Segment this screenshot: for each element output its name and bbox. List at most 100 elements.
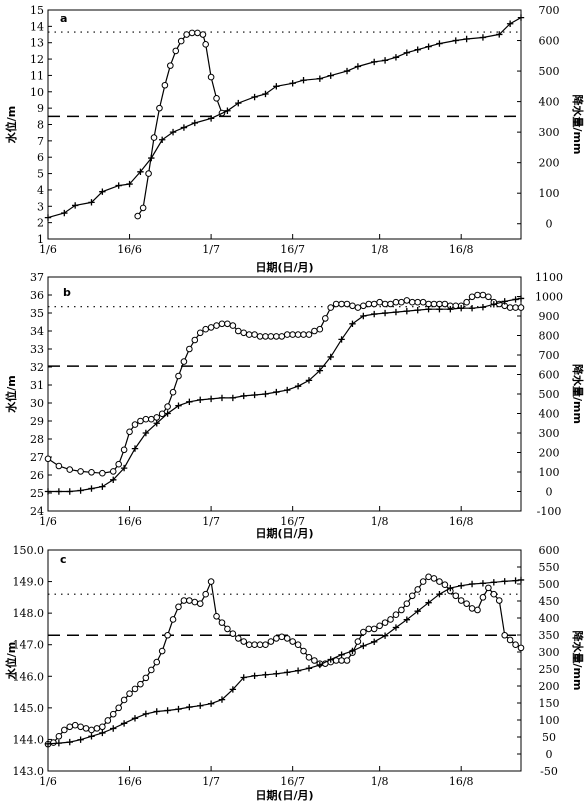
x-tick-label: 1/7: [202, 243, 220, 256]
y-right-tick-label: 500: [539, 578, 560, 591]
y-left-tick-label: 14: [30, 20, 44, 33]
water-level-point: [425, 573, 432, 581]
x-axis-label: 日期(日/月): [255, 788, 313, 802]
water-level-point: [55, 462, 63, 470]
precipitation-point: [305, 665, 313, 672]
precipitation-point: [436, 305, 443, 313]
precipitation-point: [425, 599, 432, 606]
water-level-point: [104, 717, 112, 724]
precipitation-point: [137, 168, 144, 176]
water-level-point: [188, 29, 196, 37]
precipitation-point: [164, 707, 171, 714]
water-level-point: [360, 302, 367, 310]
precipitation-series: [44, 14, 525, 221]
precipitation-point: [512, 296, 519, 303]
panel-label: b: [63, 286, 71, 299]
precipitation-point: [77, 487, 84, 494]
precipitation-point: [371, 58, 378, 66]
y-right-tick-label: 250: [539, 663, 560, 676]
water-level-point: [262, 641, 269, 649]
y-left-tick-label: 150.0: [13, 544, 45, 557]
precipitation-point: [126, 180, 133, 188]
water-level-point: [126, 690, 133, 697]
precipitation-point: [490, 301, 498, 308]
water-level-point: [229, 322, 237, 329]
precipitation-point: [207, 700, 215, 707]
precipitation-point: [327, 353, 334, 361]
precipitation-point: [273, 388, 280, 396]
water-level-point: [289, 331, 296, 338]
precipitation-point: [175, 402, 182, 409]
y-left-tick-label: 25: [30, 487, 44, 500]
water-level-point: [147, 415, 155, 423]
water-level-point: [145, 170, 152, 177]
x-tick-label: 16/8: [449, 243, 474, 256]
panel-label: a: [60, 12, 67, 25]
precipitation-point: [338, 336, 345, 343]
y-left-tick-label: 34: [30, 325, 44, 338]
y-right-tick-label: 150: [539, 697, 560, 710]
water-level-point: [218, 619, 226, 626]
water-level-point: [120, 446, 128, 454]
water-level-point: [55, 732, 63, 740]
water-level-point: [501, 631, 508, 639]
precipitation-point: [115, 182, 122, 189]
precipitation-point: [61, 209, 68, 217]
water-level-point: [506, 636, 514, 644]
water-level-point: [256, 333, 264, 340]
water-level-point: [517, 644, 525, 652]
water-level-point: [50, 739, 57, 746]
precipitation-point: [403, 307, 411, 315]
x-tick-label: 16/6: [117, 515, 142, 528]
precipitation-point: [403, 49, 411, 56]
water-level-point: [425, 300, 432, 308]
water-level-point: [234, 327, 242, 335]
precipitation-point: [169, 128, 177, 136]
precipitation-point: [153, 708, 160, 715]
water-level-point: [229, 630, 237, 637]
precipitation-point: [360, 642, 367, 650]
y-right-tick-label: 0: [546, 748, 553, 761]
precipitation-point: [251, 93, 258, 101]
water-level-point: [354, 304, 362, 311]
precipitation-point: [218, 394, 226, 402]
water-level-point: [137, 680, 144, 688]
water-level-point: [474, 291, 481, 299]
water-level-point: [196, 329, 204, 337]
water-level-point: [186, 345, 193, 353]
precipitation-point: [354, 63, 362, 70]
water-level-point: [251, 641, 258, 649]
water-level-point: [398, 298, 405, 306]
water-level-point: [202, 325, 209, 333]
precipitation-point: [235, 99, 242, 107]
precipitation-point: [425, 305, 432, 313]
y-right-tick-label: 400: [539, 408, 560, 421]
y-left-tick-label: 28: [30, 433, 44, 446]
water-level-point: [414, 586, 422, 593]
precipitation-point: [71, 202, 79, 209]
precipitation-point: [229, 686, 237, 693]
y-right-tick-label: 400: [539, 96, 560, 109]
precipitation-point: [452, 37, 459, 44]
water-level-point: [468, 293, 476, 301]
water-level-point: [338, 657, 345, 664]
precipitation-point: [457, 305, 465, 312]
y-left-tick-label: 5: [37, 168, 44, 181]
y-right-tick-label: 300: [539, 646, 560, 659]
y-left-axis-label: 水位/m: [4, 642, 18, 679]
water-level-point: [126, 428, 133, 436]
precipitation-point: [284, 386, 291, 394]
precipitation-point: [349, 320, 356, 327]
water-level-point: [213, 613, 220, 620]
precipitation-point: [371, 638, 378, 645]
water-level-point: [403, 600, 411, 607]
water-level-point: [300, 647, 307, 655]
water-level-point: [392, 611, 400, 619]
water-level-point: [167, 62, 174, 69]
x-tick-label: 1/6: [39, 515, 57, 528]
water-level-point: [240, 638, 248, 645]
precipitation-point: [392, 624, 400, 631]
water-level-point: [338, 300, 345, 308]
water-level-point: [66, 466, 74, 473]
